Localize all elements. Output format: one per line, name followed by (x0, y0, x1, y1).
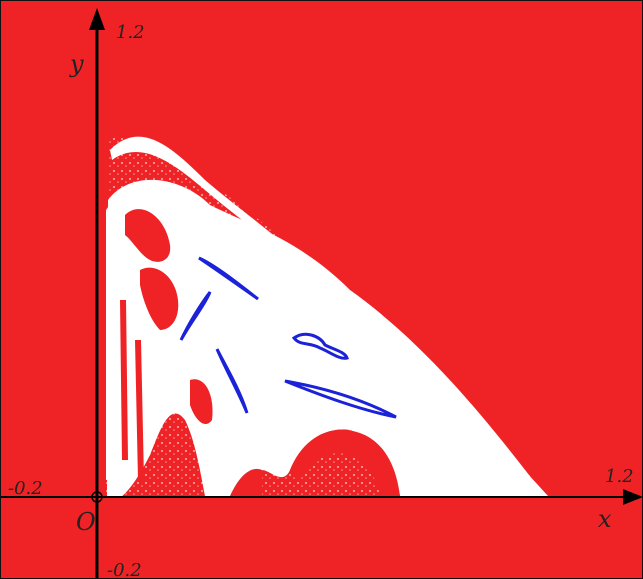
red-lobe-mid (190, 379, 213, 425)
x-axis-arrowhead (623, 489, 643, 505)
y-tick-min-label: -0.2 (107, 560, 142, 579)
red-stripe-1 (120, 300, 128, 460)
origin-marker (91, 491, 103, 503)
x-tick-min-label: -0.2 (8, 478, 43, 499)
origin-label: O (76, 508, 96, 536)
x-tick-max-label: 1.2 (605, 466, 634, 487)
attractor-loop-3 (215, 348, 249, 414)
red-bottom-hump (290, 429, 400, 496)
attractor-loop-1 (198, 256, 259, 301)
attractor-curves (179, 256, 397, 419)
attractor-loop-4 (291, 332, 349, 360)
y-axis-label: y (69, 50, 84, 78)
red-intrusions (120, 209, 400, 496)
y-axis-arrowhead (89, 8, 105, 30)
red-bottom-notch (230, 468, 262, 496)
red-stripe-2 (135, 340, 144, 480)
red-lobe-upper-left (125, 209, 171, 262)
attractor-loop-5 (284, 379, 397, 419)
x-axis-label: x (598, 505, 612, 533)
axes (0, 8, 643, 579)
y-tick-max-label: 1.2 (116, 22, 145, 43)
attractor-loop-2 (179, 291, 212, 341)
red-lobe-mid-left (140, 267, 179, 330)
